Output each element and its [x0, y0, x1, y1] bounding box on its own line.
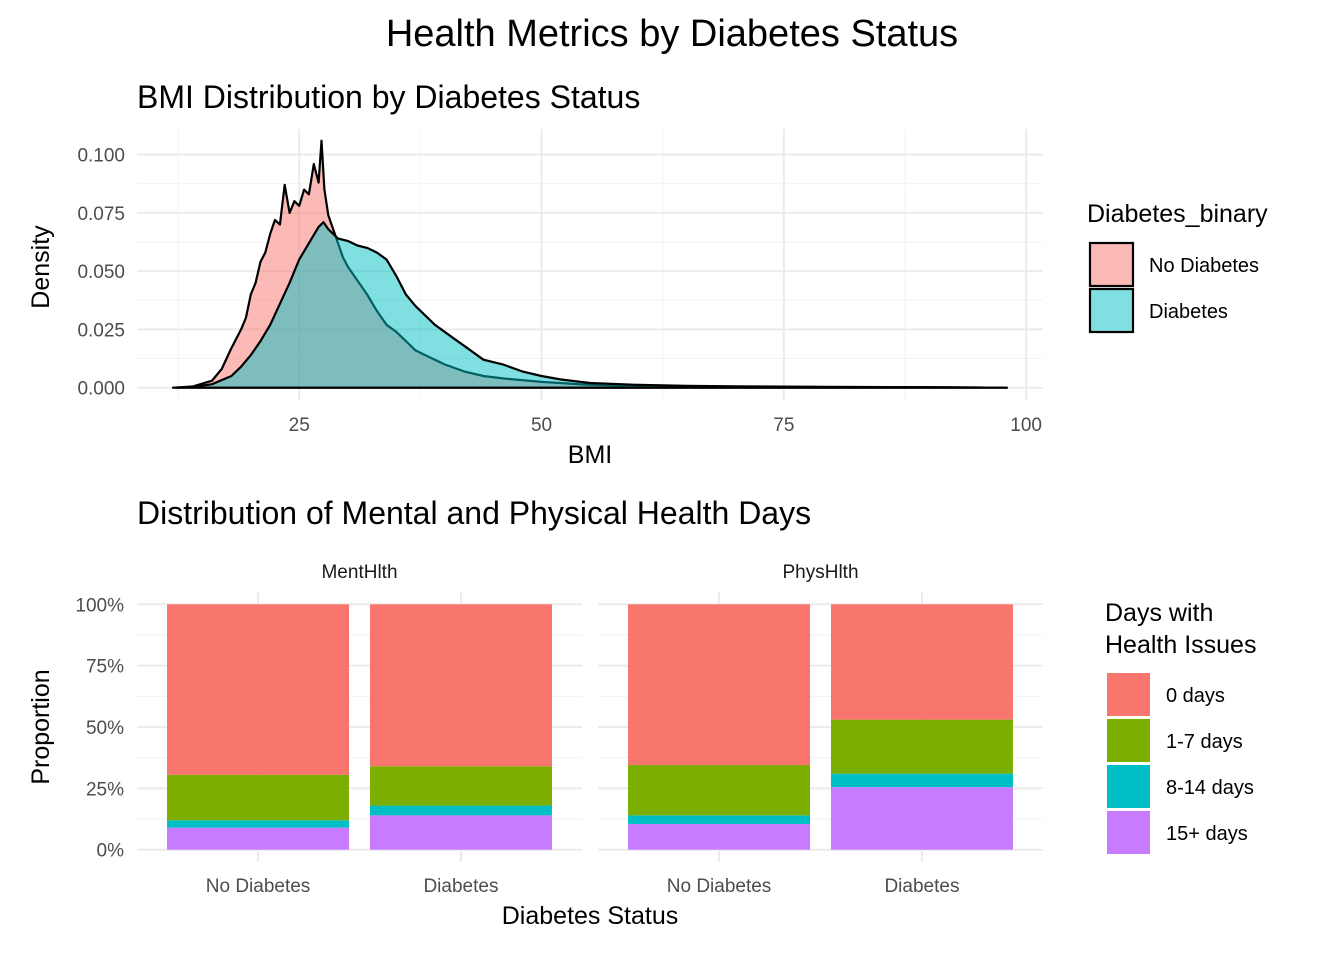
bar-segment-1-7-days: [628, 765, 811, 816]
bmi-legend: Diabetes_binary No Diabetes Diabetes: [1087, 200, 1268, 334]
health-days-legend-key: [1107, 811, 1150, 854]
bmi-x-tick-label: 25: [289, 415, 310, 436]
health-days-panel: Distribution of Mental and Physical Heal…: [27, 495, 1043, 930]
bars-y-tick-label: 100%: [75, 595, 124, 616]
bmi-y-tick-label: 0.000: [77, 379, 125, 400]
bars-y-tick-label: 50%: [86, 718, 124, 739]
bars-y-tick-label: 25%: [86, 779, 124, 800]
health-days-x-axis-title: Diabetes Status: [502, 902, 679, 930]
bmi-legend-label: No Diabetes: [1149, 255, 1259, 277]
bmi-y-tick-label: 0.075: [77, 204, 125, 225]
bar-segment-15-days: [628, 823, 811, 850]
health-days-legend-key: [1107, 719, 1150, 762]
bars-x-tick-label: Diabetes: [423, 876, 498, 897]
facet-strip-label: MentHlth: [321, 562, 397, 583]
facet-menthlth: MentHlth No Diabetes Diabetes: [137, 562, 582, 897]
bmi-legend-title: Diabetes_binary: [1087, 200, 1268, 228]
bmi-x-tick-label: 100: [1010, 415, 1042, 436]
bmi-chart-title: BMI Distribution by Diabetes Status: [137, 79, 640, 115]
bars-y-tick-label: 75%: [86, 657, 124, 678]
bar-segment-15-days: [369, 815, 552, 850]
health-days-y-tick-labels: 0% 25% 50% 75% 100%: [75, 595, 124, 861]
bar-segment-8-14-days: [167, 820, 350, 828]
bar-segment-15-days: [830, 787, 1013, 850]
bar-segment-1-7-days: [830, 719, 1013, 774]
health-days-legend: Days with Health Issues 0 days 1-7 days 8-…: [1105, 599, 1256, 854]
bar-segment-0-days: [628, 604, 811, 766]
health-days-legend-key: [1107, 765, 1150, 808]
bmi-y-axis-title: Density: [27, 225, 55, 309]
bmi-x-tick-label: 75: [773, 415, 794, 436]
health-days-legend-title-line2: Health Issues: [1105, 631, 1256, 659]
bar-segment-8-14-days: [830, 773, 1013, 788]
bmi-legend-items: No Diabetes Diabetes: [1088, 241, 1259, 334]
bmi-legend-key: [1088, 241, 1135, 288]
facet-strip-label: PhysHlth: [782, 562, 858, 583]
bmi-y-tick-label: 0.100: [77, 146, 125, 167]
bars-y-tick-label: 0%: [97, 841, 125, 862]
bars-x-tick-label: No Diabetes: [667, 876, 772, 897]
health-days-legend-label: 0 days: [1166, 685, 1225, 707]
bmi-y-tick-labels: 0.000 0.025 0.050 0.075 0.100: [77, 146, 125, 400]
health-days-legend-label: 15+ days: [1166, 823, 1248, 845]
bmi-x-axis-title: BMI: [568, 441, 612, 469]
bmi-y-tick-label: 0.025: [77, 320, 125, 341]
bmi-y-tick-label: 0.050: [77, 262, 125, 283]
health-days-chart-title: Distribution of Mental and Physical Heal…: [137, 495, 811, 531]
health-days-legend-title-line1: Days with: [1105, 599, 1213, 627]
bars-x-tick-label: Diabetes: [884, 876, 959, 897]
bmi-x-tick-labels: 25 50 75 100: [289, 415, 1042, 436]
bar-segment-15-days: [167, 827, 350, 850]
bar-segment-8-14-days: [628, 815, 811, 824]
health-days-y-axis-title: Proportion: [27, 669, 55, 784]
bar-segment-1-7-days: [167, 774, 350, 821]
health-days-legend-label: 8-14 days: [1166, 777, 1254, 799]
health-days-legend-key: [1107, 673, 1150, 716]
figure-title: Health Metrics by Diabetes Status: [386, 13, 958, 55]
bars-x-tick-label: No Diabetes: [206, 876, 311, 897]
facet-physhlth: PhysHlth No Diabetes Diabetes: [598, 562, 1043, 897]
health-days-legend-label: 1-7 days: [1166, 731, 1243, 753]
bmi-density-areas: [172, 139, 1008, 389]
density-area-diabetes: [172, 221, 1008, 389]
bmi-density-panel: BMI Distribution by Diabetes Status 0.00…: [27, 79, 1043, 469]
bar-segment-0-days: [830, 604, 1013, 720]
health-days-legend-items: 0 days 1-7 days 8-14 days 15+ days: [1107, 673, 1254, 854]
bmi-x-tick-label: 50: [531, 415, 552, 436]
health-days-facets: MentHlth No Diabetes Diabetes PhysHlth No Di…: [137, 562, 1043, 897]
bmi-legend-key: [1088, 287, 1135, 334]
bar-segment-8-14-days: [369, 805, 552, 816]
bar-segment-0-days: [167, 604, 350, 775]
bar-segment-0-days: [369, 604, 552, 767]
bar-segment-1-7-days: [369, 766, 552, 806]
bmi-legend-label: Diabetes: [1149, 301, 1228, 323]
